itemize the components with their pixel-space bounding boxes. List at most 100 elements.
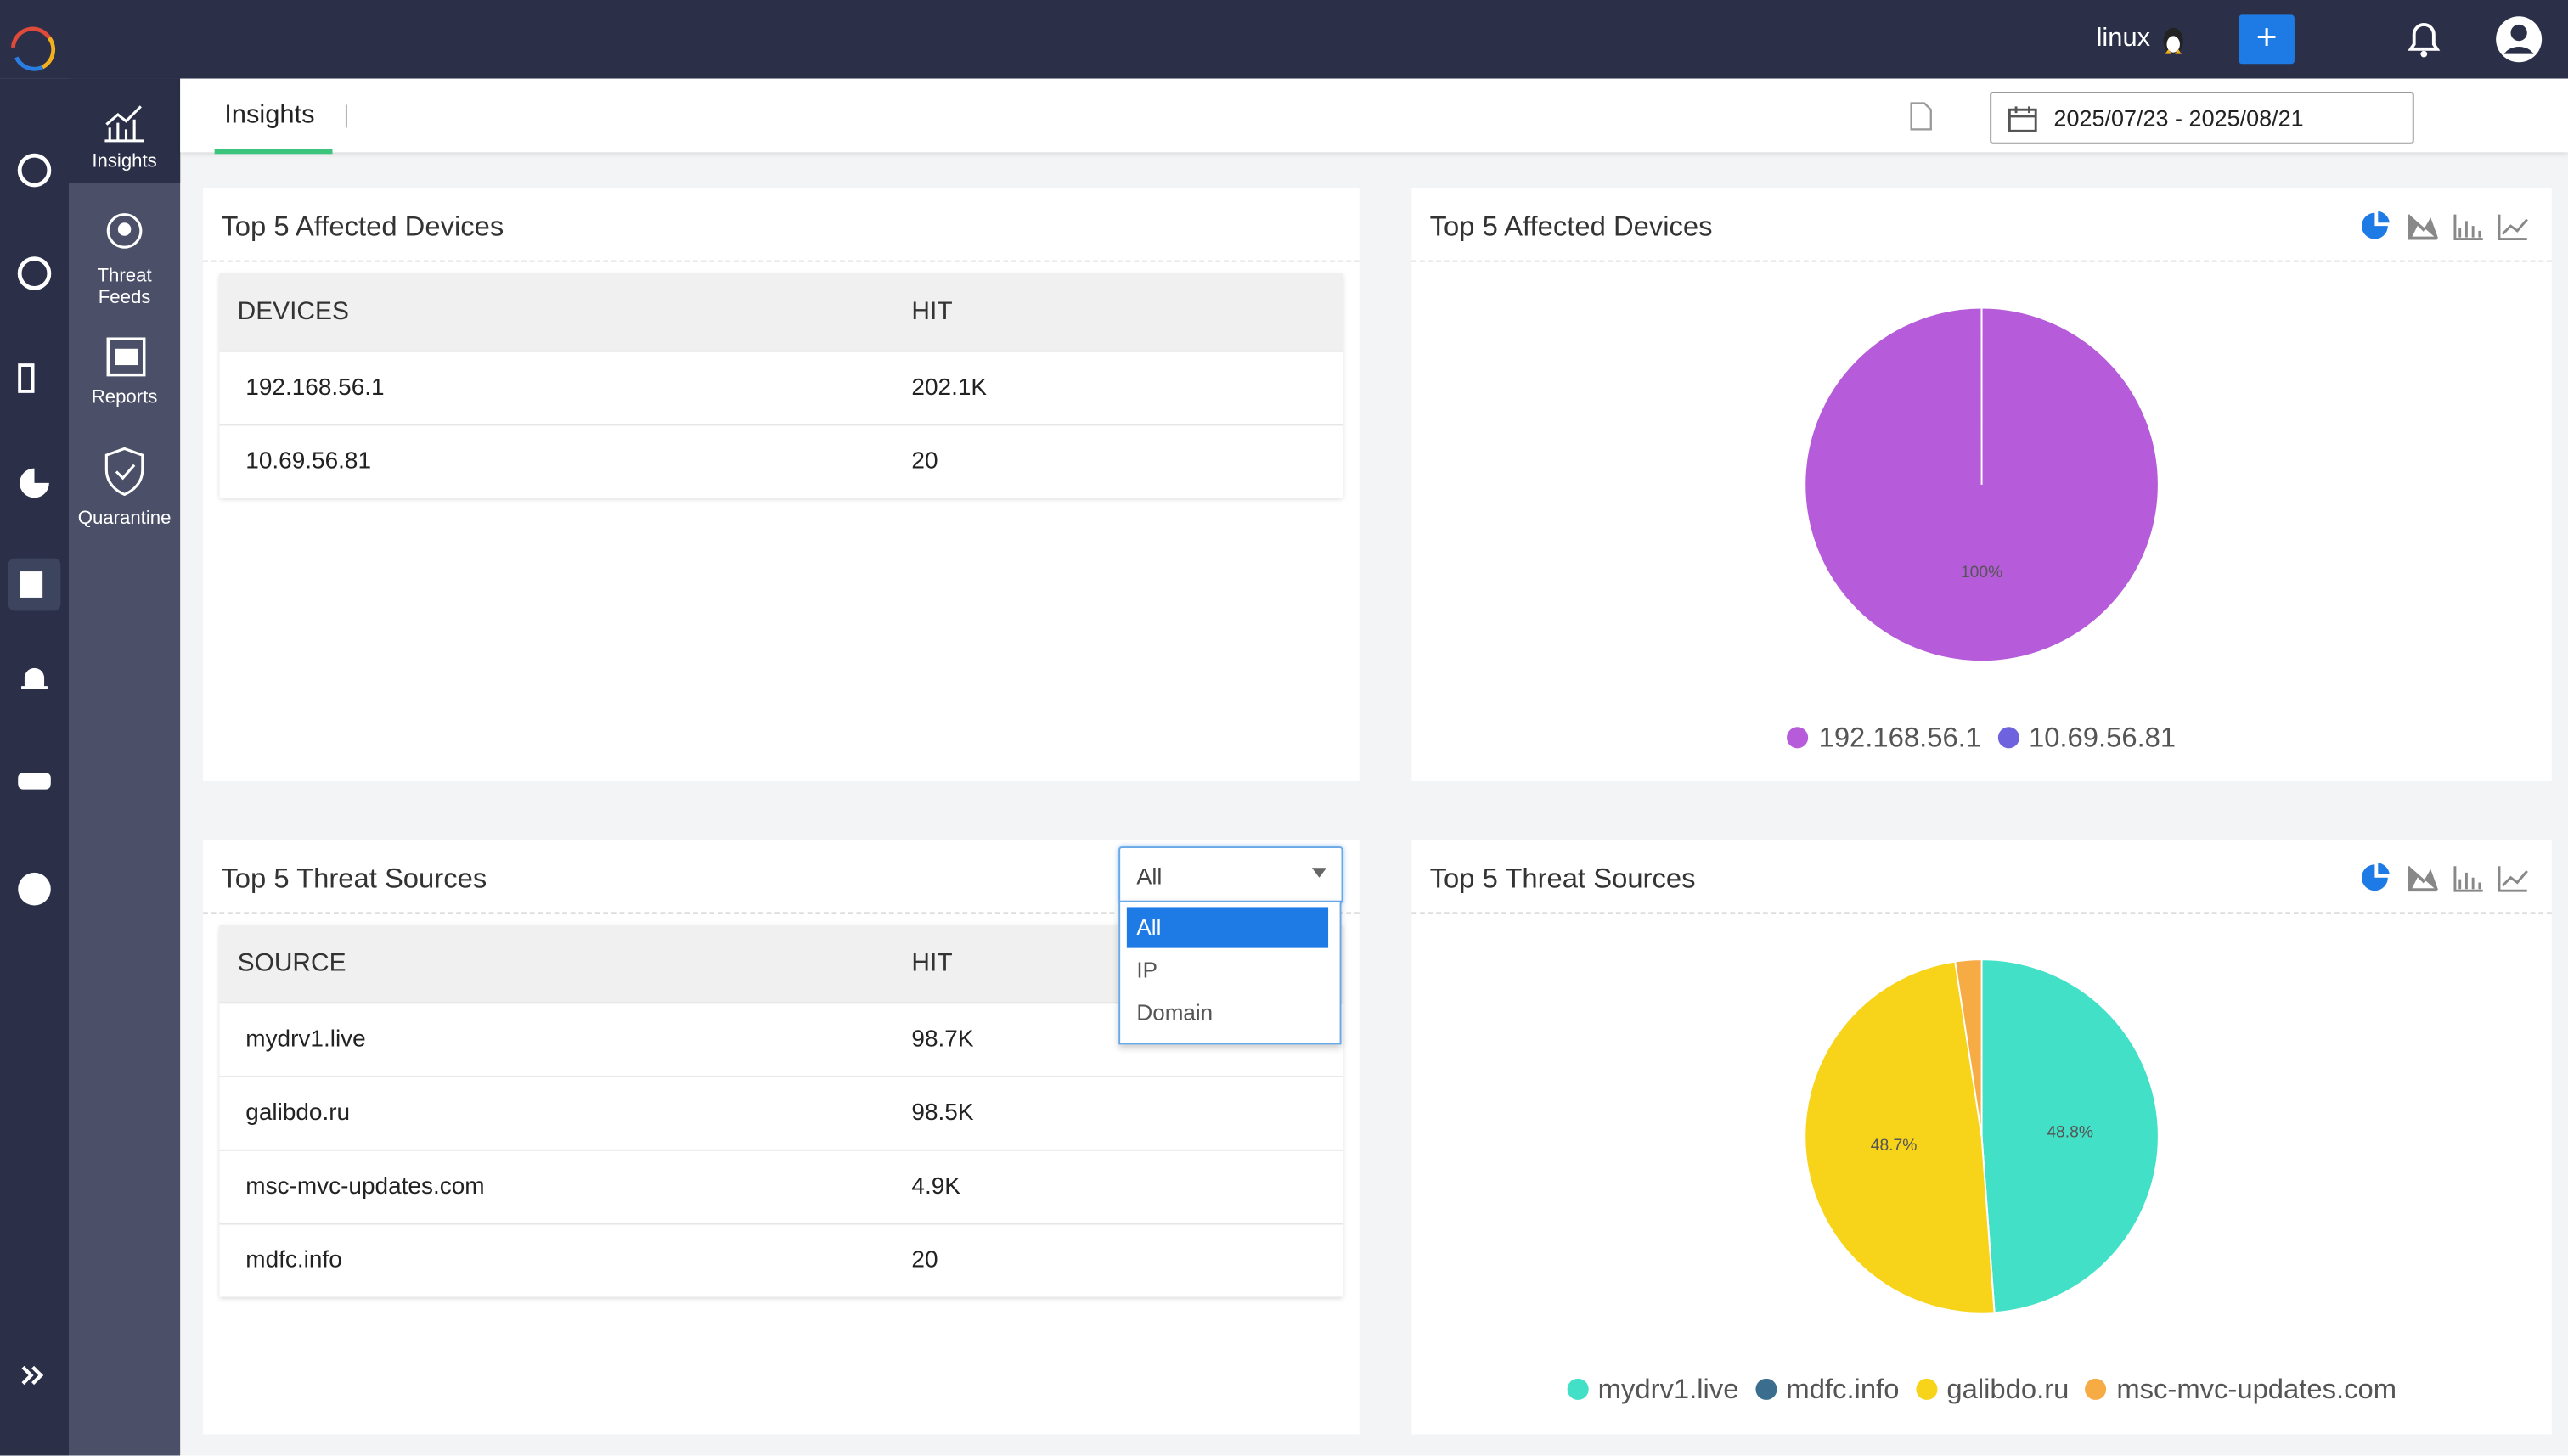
legend-item[interactable]: mdfc.info [1755, 1374, 1900, 1407]
pie-icon[interactable] [20, 469, 49, 498]
cell-name: mydrv1.live [219, 1003, 893, 1077]
cell-name: 192.168.56.1 [219, 351, 893, 425]
legend-label: mydrv1.live [1598, 1374, 1739, 1405]
legend-item[interactable]: 192.168.56.1 [1788, 722, 1981, 755]
column-header: SOURCE [219, 925, 893, 1003]
collapse-icon[interactable] [23, 1367, 41, 1383]
filter-option[interactable]: Domain [1127, 992, 1328, 1033]
filter-selected: All [1136, 863, 1162, 889]
quarantine-icon [102, 446, 148, 498]
legend-item[interactable]: 10.69.56.81 [1997, 722, 2176, 755]
legend-swatch [1567, 1379, 1588, 1400]
date-picker[interactable]: 2025/07/23 - 2025/08/21 [1990, 92, 2413, 144]
cell-hit: 4.9K [893, 1150, 1343, 1224]
legend: 192.168.56.1 10.69.56.81 [1411, 722, 2551, 755]
filter-option[interactable]: IP [1127, 950, 1328, 991]
card-title: Top 5 Threat Sources [1430, 863, 1696, 896]
bell-icon[interactable] [2402, 18, 2445, 60]
rail-icons [0, 79, 69, 1456]
legend-swatch [1997, 727, 2019, 748]
user-name[interactable]: linux [2097, 25, 2150, 54]
filter-option[interactable]: All [1127, 907, 1328, 947]
plugin-icon[interactable] [18, 773, 51, 789]
legend-swatch [1788, 727, 1809, 748]
tab-bar: Insights 2025/07/23 - 2025/08/21 [180, 79, 2568, 153]
pdf-icon[interactable] [1908, 102, 1934, 132]
tab-underline [215, 149, 333, 154]
nav-item[interactable]: Insights [69, 152, 180, 173]
nav-item[interactable]: Quarantine [69, 509, 180, 531]
line-type-icon[interactable] [2499, 215, 2527, 239]
separator [203, 261, 1360, 262]
dashboard-icon[interactable] [20, 155, 49, 185]
card-title: Top 5 Affected Devices [221, 211, 504, 245]
add-button[interactable]: + [2239, 14, 2295, 64]
dns-icon[interactable] [20, 259, 49, 289]
legend: mydrv1.live mdfc.info galibdo.ru msc-mvc-up… [1411, 1374, 2551, 1407]
cell-hit: 98.5K [893, 1077, 1343, 1150]
tab[interactable]: Insights [224, 102, 314, 132]
cell-name: 10.69.56.81 [219, 424, 893, 498]
legend-label: mdfc.info [1786, 1374, 1899, 1405]
line-type-icon[interactable] [2499, 866, 2527, 891]
cell-name: mdfc.info [219, 1224, 893, 1297]
cell-hit: 20 [893, 424, 1343, 498]
pie-type-icon[interactable] [2362, 211, 2390, 239]
bar-type-icon[interactable] [2455, 866, 2483, 891]
bar-type-icon[interactable] [2455, 215, 2483, 239]
legend-item[interactable]: mydrv1.live [1567, 1374, 1738, 1407]
legend-swatch [1755, 1379, 1777, 1400]
account-icon[interactable] [2494, 14, 2543, 64]
chart-type-icons [2358, 210, 2538, 245]
tab-divider [346, 104, 347, 127]
dropdown-arrow [1312, 868, 1326, 878]
cell-hit: 20 [893, 1224, 1343, 1297]
legend-swatch [2086, 1379, 2107, 1400]
card-title: Top 5 Affected Devices [1430, 211, 1713, 245]
calendar-icon [2008, 104, 2037, 132]
legend-item[interactable]: msc-mvc-updates.com [2086, 1374, 2396, 1407]
legend-item[interactable]: galibdo.ru [1916, 1374, 2070, 1407]
network-icon[interactable] [20, 365, 32, 391]
cell-name: galibdo.ru [219, 1077, 893, 1150]
cell-name: msc-mvc-updates.com [219, 1150, 893, 1224]
settings-icon[interactable] [18, 873, 51, 906]
area-type-icon[interactable] [2409, 866, 2437, 891]
pie-type-icon[interactable] [2362, 863, 2390, 891]
cell-hit: 202.1K [893, 351, 1343, 425]
column-header: HIT [893, 273, 1343, 351]
pie-chart: 48.8%48.7% [1411, 914, 2551, 1421]
logo [7, 25, 59, 77]
sub-nav: Insights Threat Feeds Reports Quarantine [69, 79, 180, 1456]
column-header: DEVICES [219, 273, 893, 351]
pie-chart: 100% [1411, 262, 2551, 770]
card-title: Top 5 Threat Sources [221, 863, 487, 896]
reports-icon [104, 335, 147, 378]
nav-item[interactable]: Threat Feeds [69, 267, 180, 309]
penguin-icon [2159, 23, 2188, 56]
top-bar: linux + [0, 0, 2568, 79]
nav-item[interactable]: Reports [69, 388, 180, 409]
icon-rail [0, 79, 69, 1456]
sources-chart-card: Top 5 Threat Sources 48.8%48.7%mydrv1.li… [1411, 840, 2551, 1434]
chart-type-icons [2358, 861, 2538, 897]
alert-icon[interactable] [21, 668, 48, 689]
filter-select[interactable]: All [1118, 846, 1343, 904]
area-type-icon[interactable] [2409, 215, 2437, 239]
date-range: 2025/07/23 - 2025/08/21 [2053, 104, 2303, 131]
slice-label: 100% [1961, 564, 2002, 582]
legend-swatch [1916, 1379, 1937, 1400]
slice-label: 48.7% [1871, 1137, 1918, 1155]
